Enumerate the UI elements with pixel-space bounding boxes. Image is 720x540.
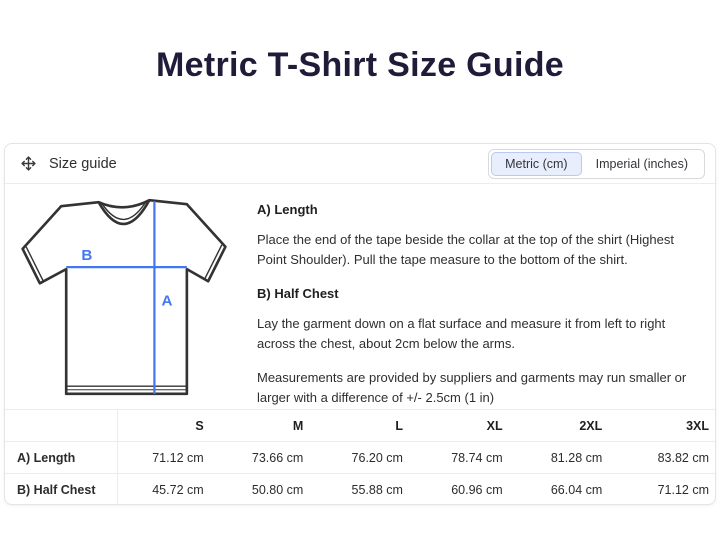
size-table: S M L XL 2XL 3XL A) Length 71.12 cm 73.6… [5,409,715,504]
measurement-cell: 45.72 cm [117,473,217,504]
imperial-toggle-button[interactable]: Imperial (inches) [581,151,702,176]
size-column-header: 3XL [615,409,715,442]
measurement-cell: 78.74 cm [415,441,516,474]
size-column-header: L [316,409,416,442]
widget-title: Size guide [49,155,117,172]
tshirt-illustration: A B [21,198,227,396]
measurement-cell: 81.28 cm [515,441,616,474]
tolerance-note: Measurements are provided by suppliers a… [257,370,687,405]
measurement-cell: 55.88 cm [316,473,416,504]
length-instruction-text: Place the end of the tape beside the col… [257,232,674,267]
measurement-cell: 76.20 cm [316,441,416,474]
size-guide-header: Size guide Metric (cm) Imperial (inches) [5,144,715,184]
half-chest-instruction-text: Lay the garment down on a flat surface a… [257,316,666,351]
length-measure-label: A [162,293,173,310]
metric-toggle-button[interactable]: Metric (cm) [491,151,582,176]
unit-toggle-group: Metric (cm) Imperial (inches) [488,148,705,179]
measurement-cell: 60.96 cm [415,473,516,504]
measurement-cell: 83.82 cm [615,441,715,474]
half-chest-instruction-heading: B) Half Chest [257,286,339,301]
measurement-cell: 71.12 cm [117,441,217,474]
size-column-header: XL [415,409,516,442]
row-label: A) Length [5,441,118,474]
size-guide-widget: Size guide Metric (cm) Imperial (inches) [4,143,716,505]
half-chest-measure-label: B [81,247,92,264]
table-row-length: A) Length 71.12 cm 73.66 cm 76.20 cm 78.… [5,441,715,474]
move-icon[interactable] [19,155,37,173]
size-table-corner-cell [5,409,118,442]
row-label: B) Half Chest [5,473,118,504]
table-row-half-chest: B) Half Chest 45.72 cm 50.80 cm 55.88 cm… [5,473,715,504]
size-table-header-row: S M L XL 2XL 3XL [5,409,715,442]
size-guide-body: A B A) Length Place the end of the tape … [5,184,715,409]
measurement-cell: 71.12 cm [615,473,715,504]
page-title: Metric T-Shirt Size Guide [155,46,564,84]
tshirt-diagram: A B [11,186,247,409]
size-column-header: 2XL [515,409,616,442]
measurement-cell: 73.66 cm [216,441,317,474]
measurement-cell: 66.04 cm [515,473,616,504]
tshirt-outline [21,198,227,396]
size-column-header: S [117,409,217,442]
size-column-header: M [216,409,317,442]
measurement-cell: 50.80 cm [216,473,317,504]
measurement-instructions: A) Length Place the end of the tape besi… [247,186,701,409]
length-instruction-heading: A) Length [257,202,318,217]
